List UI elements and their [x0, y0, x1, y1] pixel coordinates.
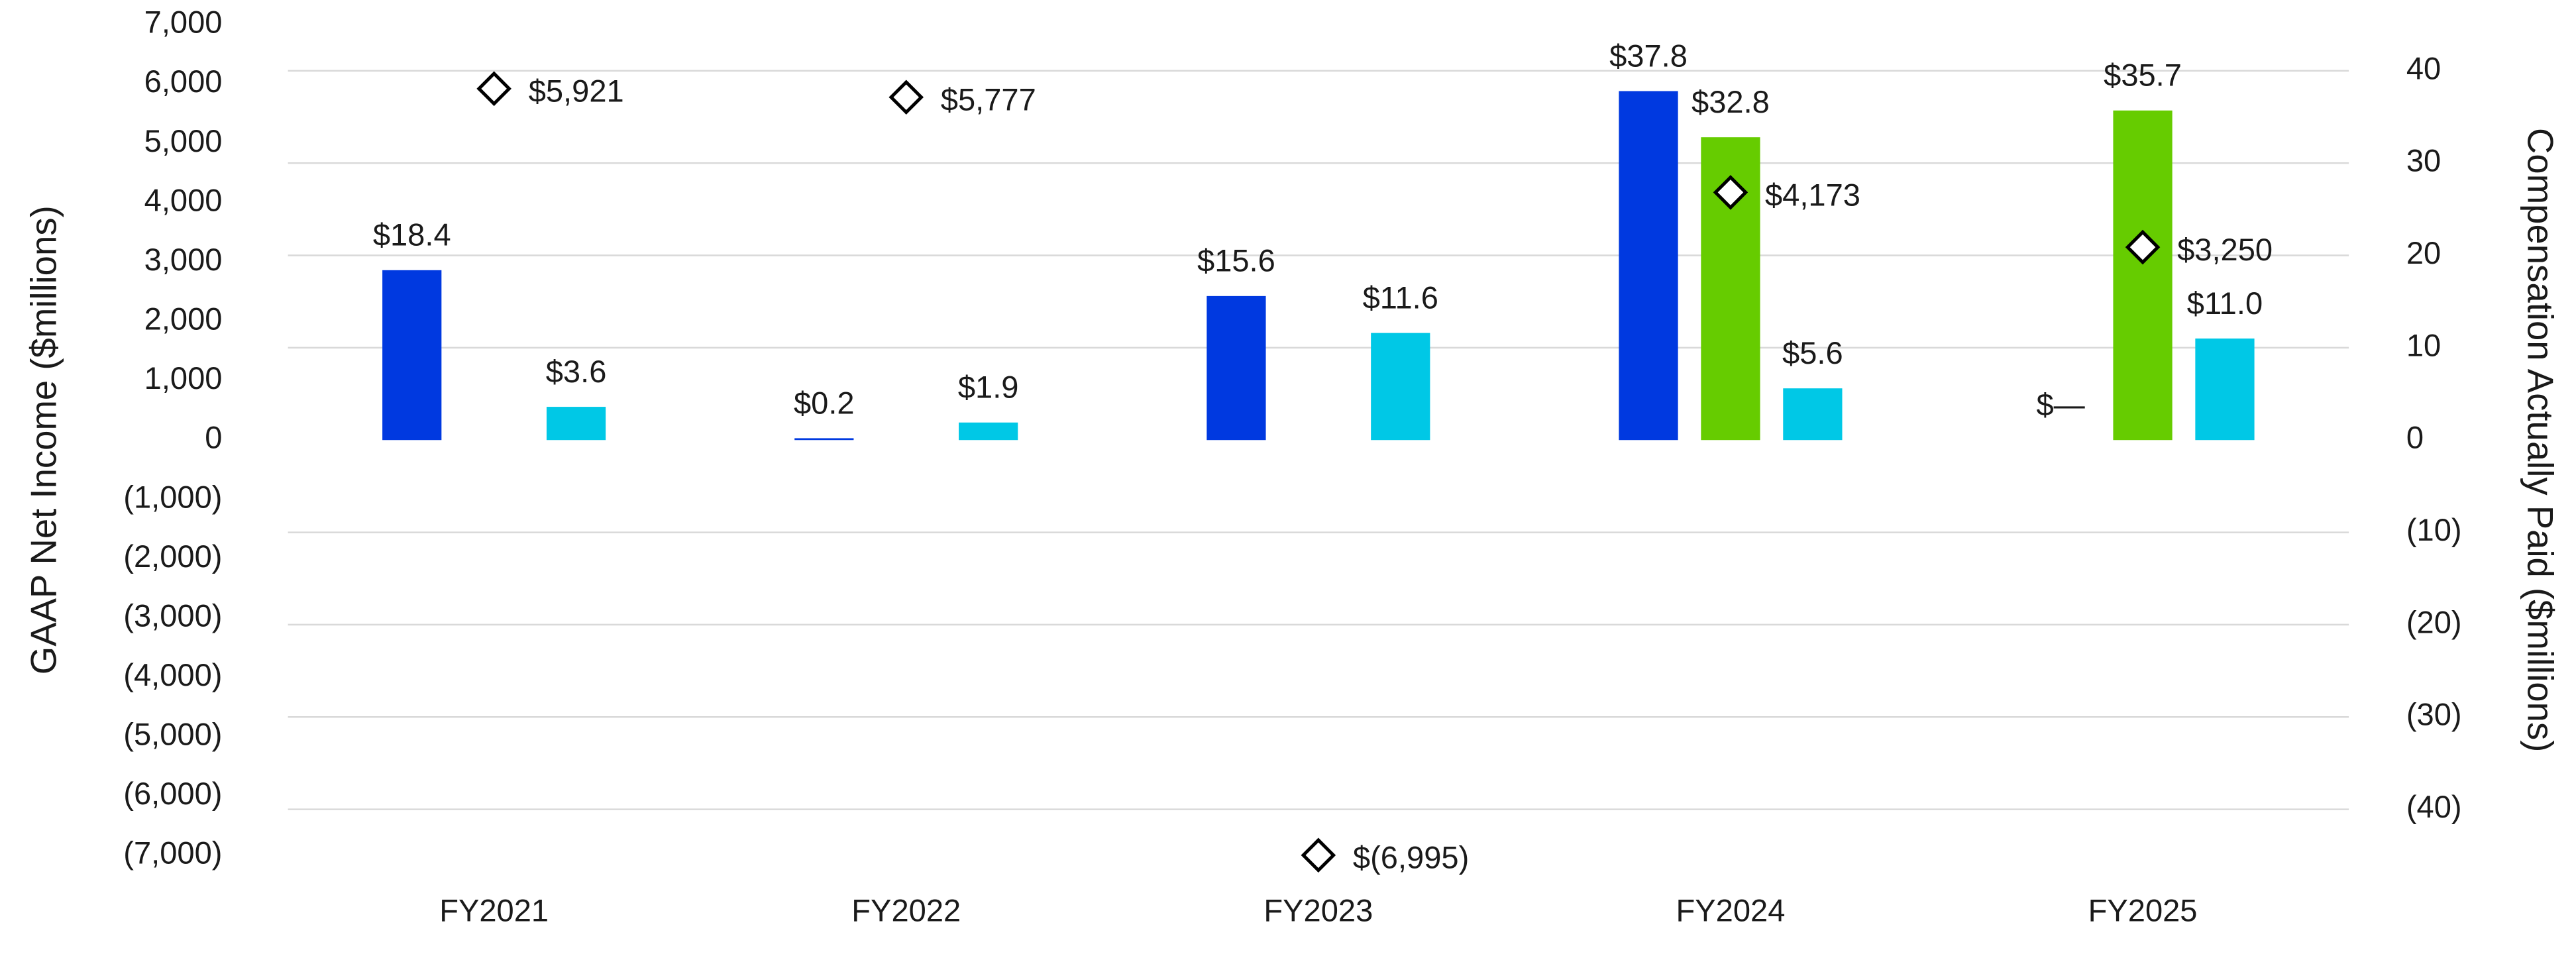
- diamond-marker: [1713, 175, 1748, 210]
- y2-tick-label: 30: [2406, 143, 2441, 178]
- bar: [546, 407, 606, 441]
- y2-tick-label: 10: [2406, 327, 2441, 362]
- bar: [794, 438, 854, 441]
- data-label: $11.6: [1363, 280, 1438, 315]
- data-label: $4,173: [1765, 177, 1860, 212]
- y-tick-label: (1,000): [123, 479, 222, 514]
- x-tick-label: FY2021: [439, 892, 549, 928]
- y-tick-label: (6,000): [123, 776, 222, 811]
- y-tick-label: 1,000: [144, 360, 223, 396]
- data-label: $3,250: [2177, 232, 2273, 267]
- data-label: $5.6: [1782, 335, 1843, 370]
- diamond-marker: [476, 71, 511, 107]
- y-axis-label: GAAP Net Income ($millions): [24, 205, 64, 674]
- y2-tick-label: 40: [2406, 50, 2441, 85]
- y-tick-label: 2,000: [144, 301, 223, 337]
- y-tick-label: (7,000): [123, 835, 222, 871]
- data-label: $11.0: [2187, 286, 2263, 321]
- data-label: $18.4: [373, 217, 451, 252]
- y-tick-label: 7,000: [144, 5, 223, 40]
- y2-tick-label: (20): [2406, 604, 2462, 639]
- y2-axis-label: Compensation Actually Paid ($millions): [2520, 128, 2561, 752]
- data-label: $37.8: [1609, 38, 1688, 73]
- y-tick-label: (5,000): [123, 717, 222, 752]
- y-tick-label: (2,000): [123, 539, 222, 574]
- data-label: $35.7: [2104, 58, 2182, 93]
- x-tick-label: FY2022: [851, 892, 961, 928]
- data-label: $3.6: [546, 354, 607, 389]
- y2-tick-label: (10): [2406, 512, 2462, 547]
- y-tick-label: 4,000: [144, 182, 223, 217]
- bar: [1371, 333, 1430, 441]
- bar: [1783, 388, 1843, 441]
- y-tick-label: (4,000): [123, 657, 222, 692]
- y2-tick-label: (30): [2406, 697, 2462, 732]
- y-tick-label: 6,000: [144, 64, 223, 99]
- x-tick-label: FY2025: [2088, 892, 2198, 928]
- data-label: $1.9: [958, 370, 1019, 405]
- data-label: $(6,995): [1353, 840, 1469, 875]
- y-tick-label: 5,000: [144, 123, 223, 158]
- x-tick-label: FY2023: [1263, 892, 1373, 928]
- data-label: $32.8: [1691, 84, 1770, 119]
- y-tick-label: (3,000): [123, 598, 222, 633]
- data-label: $15.6: [1197, 243, 1275, 278]
- y2-tick-label: (40): [2406, 789, 2462, 824]
- data-label: $0.2: [794, 385, 855, 420]
- diamond-marker: [2125, 229, 2161, 265]
- y-tick-label: 3,000: [144, 242, 223, 277]
- y2-tick-label: 0: [2406, 420, 2424, 455]
- data-label: $5,777: [941, 82, 1036, 117]
- diamond-marker: [1301, 837, 1336, 873]
- bar: [1207, 295, 1266, 441]
- bar: [1619, 91, 1678, 441]
- bar: [2195, 338, 2255, 441]
- y-tick-label: 0: [205, 420, 222, 455]
- x-tick-label: FY2024: [1676, 892, 1786, 928]
- data-label: $5,921: [529, 74, 624, 109]
- bar: [959, 422, 1018, 441]
- diamond-marker: [888, 80, 924, 115]
- y2-tick-label: 20: [2406, 235, 2441, 270]
- data-label: $—: [2036, 387, 2085, 422]
- bar: [382, 270, 442, 441]
- bar: [2113, 110, 2173, 441]
